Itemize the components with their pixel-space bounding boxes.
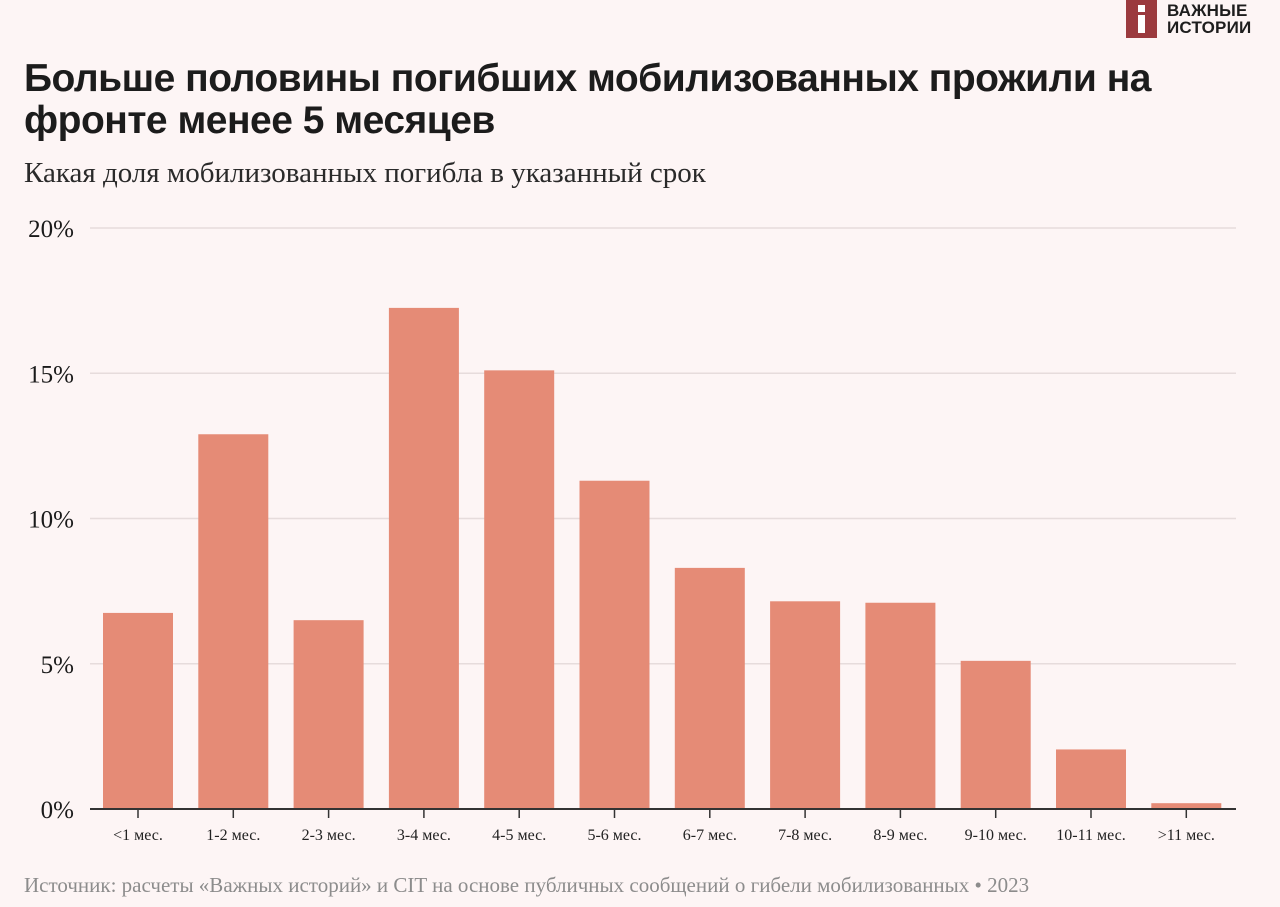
bar — [1151, 803, 1222, 809]
y-tick-label: 5% — [41, 652, 74, 679]
bar — [865, 602, 936, 809]
logo-line2: ИСТОРИИ — [1167, 18, 1252, 37]
bar — [1056, 749, 1126, 809]
logo: ВАЖНЫЕ ИСТОРИИ — [1126, 0, 1251, 38]
bar — [579, 480, 650, 809]
logo-text: ВАЖНЫЕ ИСТОРИИ — [1167, 2, 1251, 36]
y-tick-label: 20% — [28, 216, 74, 243]
y-tick-label: 10% — [28, 507, 74, 534]
bar — [388, 307, 459, 809]
bar — [674, 567, 745, 809]
logo-mark-icon — [1126, 0, 1157, 38]
logo-line1: ВАЖНЫЕ — [1167, 1, 1248, 20]
x-tick-label: >11 мес. — [1158, 827, 1215, 844]
source-note: Источник: расчеты «Важных историй» и CIT… — [24, 873, 1030, 897]
bar — [293, 620, 364, 809]
x-tick-label: 5-6 мес. — [587, 827, 641, 844]
x-tick-label: 1-2 мес. — [206, 827, 260, 844]
bar — [960, 660, 1031, 809]
x-tick-label: 3-4 мес. — [397, 827, 451, 844]
x-tick-label: 7-8 мес. — [778, 827, 832, 844]
bar — [103, 612, 173, 809]
x-tick-label: 2-3 мес. — [302, 827, 356, 844]
x-tick-label: <1 мес. — [113, 827, 163, 844]
y-tick-label: 15% — [28, 361, 74, 388]
x-tick-label: 8-9 мес. — [873, 827, 927, 844]
y-tick-label: 0% — [41, 797, 74, 824]
bar — [198, 434, 269, 809]
x-tick-label: 4-5 мес. — [492, 827, 546, 844]
bar — [484, 370, 555, 809]
x-tick-label: 9-10 мес. — [965, 827, 1027, 844]
chart-title: Больше половины погибших мобилизованных … — [24, 57, 1151, 142]
x-tick-label: 10-11 мес. — [1056, 827, 1125, 844]
bar — [770, 601, 841, 809]
x-tick-label: 6-7 мес. — [683, 827, 737, 844]
chart-subtitle: Какая доля мобилизованных погибла в указ… — [24, 157, 706, 189]
